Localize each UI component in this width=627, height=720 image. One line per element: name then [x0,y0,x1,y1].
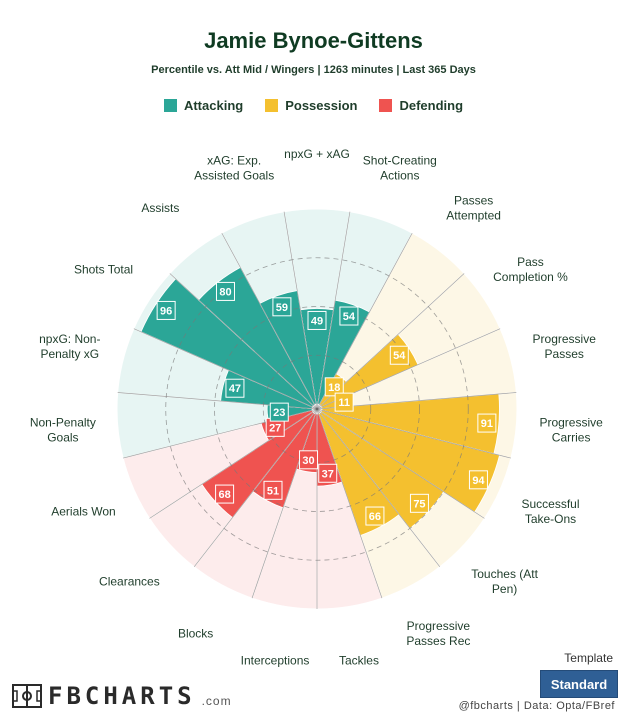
value-label-blocks: 51 [267,485,279,497]
legend-label-defending: Defending [399,98,464,113]
legend-item-attacking: Attacking [163,98,244,113]
radial-line [316,211,351,410]
category-label-npxg-non-penalty-xg: npxG: Non-Penalty xG [39,332,100,361]
value-label-progressive-passes: 11 [338,397,350,409]
category-label-interceptions: Interceptions [241,654,310,668]
value-box-progressive-passes-rec [365,506,385,526]
data-credit: @fbcharts | Data: Opta/FBref [458,700,615,712]
category-label-shots-total: Shots Total [74,263,133,277]
value-label-shot-creating-actions: 54 [343,311,356,323]
value-label-non-penalty-goals: 23 [273,407,285,419]
value-box-progressive-passes [334,392,354,412]
category-label-xag-exp-assisted-goals: xAG: Exp. Assisted Goals [194,153,274,182]
value-label-clearances: 68 [218,489,230,501]
value-label-successful-take-ons: 94 [472,475,485,487]
category-label-progressive-passes: Progressive Passes [533,332,597,361]
value-box-interceptions [299,450,319,470]
value-label-xag-exp-assisted-goals: 59 [276,302,288,314]
category-label-aerials-won: Aerials Won [51,504,115,518]
value-box-passes-attempted [324,377,344,397]
value-label-shots-total: 96 [160,305,172,317]
template-label: Template [564,651,613,665]
value-box-npxg-non-penalty-xg [225,378,245,398]
template-standard-button[interactable]: Standard [540,670,618,698]
radial-line [149,408,318,519]
legend-swatch-attacking [163,99,177,112]
value-label-touches-att-pen: 75 [413,498,425,510]
radial-line [193,408,318,568]
fbcharts-logo: FBCHARTS .com [12,682,232,710]
value-label-tackles: 37 [322,468,334,480]
chart-title: Jamie Bynoe-Gittens [204,28,423,53]
value-box-successful-take-ons [468,470,488,490]
category-label-touches-att-pen: Touches (Att Pen) [471,567,538,596]
category-label-passes-attempted: Passes Attempted [446,193,501,222]
ring-gridline [165,257,469,561]
category-label-npxg-xag: npxG + xAG [284,147,350,161]
category-label-blocks: Blocks [178,626,213,640]
chart-subtitle: Percentile vs. Att Mid / Wingers | 1263 … [151,64,476,76]
logo-suffix: .com [201,694,232,708]
value-label-npxg-non-penalty-xg: 47 [229,383,241,395]
value-label-progressive-carries: 91 [481,418,493,430]
value-box-pass-completion [389,345,409,365]
value-box-clearances [215,484,235,504]
radial-line [316,408,511,459]
category-label-assists: Assists [141,201,179,215]
legend-swatch-possession [265,99,279,112]
category-label-pass-completion: Pass Completion % [493,255,568,284]
category-label-non-penalty-goals: Non-Penalty Goals [30,416,96,445]
legend-item-possession: Possession [265,98,357,113]
value-label-progressive-passes-rec: 66 [369,511,381,523]
legend-label-possession: Possession [285,98,358,113]
value-label-interceptions: 30 [302,455,314,467]
category-label-progressive-carries: Progressive Carries [539,416,603,445]
category-label-progressive-passes-rec: Progressive Passes Rec [406,619,470,648]
value-label-npxg-xag: 49 [311,315,323,327]
value-box-shot-creating-actions [339,306,359,326]
value-label-aerials-won: 27 [269,422,281,434]
value-box-blocks [263,480,283,500]
legend: Attacking Possession Defending [0,98,627,113]
legend-swatch-defending [379,99,393,112]
value-labels: 49 54 18 54 11 91 94 75 66 37 30 51 68 27 23 47 96 80 59 [156,281,497,526]
category-label-successful-take-ons: Successful Take-Ons [522,497,580,526]
legend-item-defending: Defending [379,98,463,113]
value-box-progressive-carries [477,413,497,433]
radial-line [283,211,318,410]
radial-line [169,273,318,410]
value-box-shots-total [156,300,176,320]
category-label-shot-creating-actions: Shot-Creating Actions [363,153,437,182]
radial-line [316,408,485,519]
value-box-non-penalty-goals [269,402,289,422]
value-box-npxg-xag [307,310,327,330]
radial-line [316,408,383,599]
gridlines [117,211,517,609]
value-box-touches-att-pen [409,493,429,513]
value-box-xag-exp-assisted-goals [272,297,292,317]
radial-line [251,408,318,599]
value-box-tackles [318,463,338,483]
value-label-passes-attempted: 18 [328,382,340,394]
legend-label-attacking: Attacking [183,98,244,113]
radial-line [316,408,441,568]
category-label-tackles: Tackles [339,654,379,668]
pitch-icon [12,684,42,708]
radial-line [221,232,318,410]
value-box-assists [215,281,235,301]
logo-text: FBCHARTS [48,682,196,710]
category-labels: npxG + xAG Shot-Creating Actions Passes Atte… [30,147,603,668]
radial-line [133,328,318,410]
value-label-assists: 80 [219,286,231,298]
ring-gridline [214,306,420,512]
category-label-clearances: Clearances [99,575,160,589]
value-label-pass-completion: 54 [393,350,406,362]
